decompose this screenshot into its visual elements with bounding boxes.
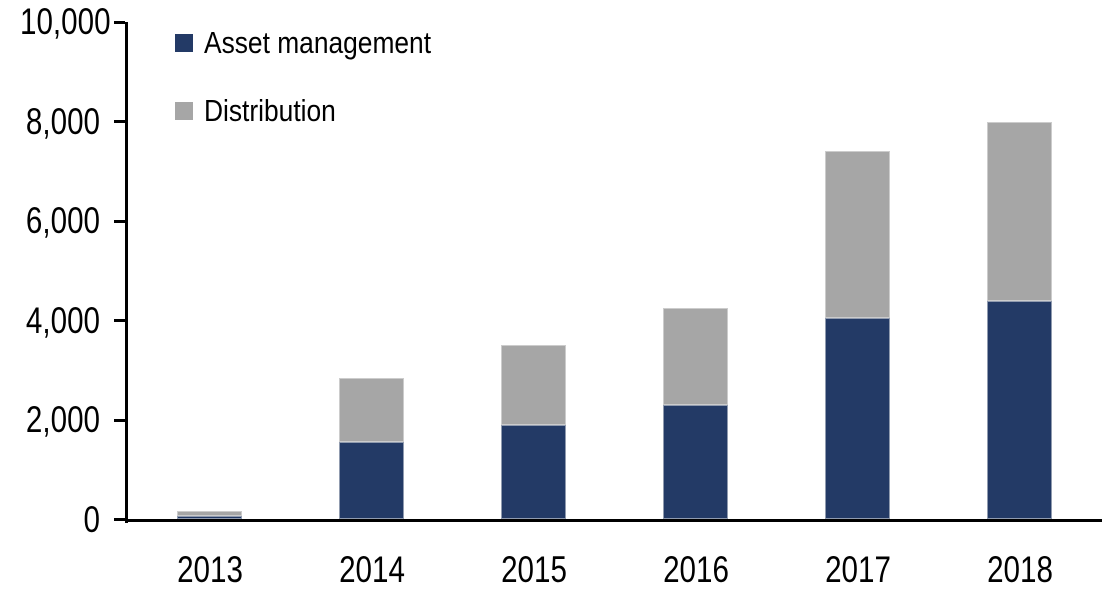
x-axis-line: [125, 518, 1102, 522]
y-tick-label-10-000: 10,000: [20, 1, 111, 42]
bar-2017-asset-management: [825, 318, 890, 520]
y-tick-mark-2-000: [114, 418, 125, 422]
x-tick-label-2016: 2016: [662, 549, 729, 590]
bar-2015-asset-management: [501, 424, 566, 520]
bar-2017-distribution: [825, 151, 890, 318]
x-tick-label-2015: 2015: [500, 549, 567, 590]
x-tick-label-2017: 2017: [824, 549, 891, 590]
bar-2018-distribution: [987, 121, 1052, 301]
legend-item-distribution: Distribution: [175, 93, 471, 128]
x-tick-label-2014: 2014: [338, 549, 405, 590]
y-tick-label-4-000: 4,000: [25, 299, 100, 341]
distribution-swatch-icon: [175, 102, 193, 120]
y-tick-label-8-000: 8,000: [25, 100, 100, 142]
bar-2013-asset-management: [177, 515, 242, 520]
y-tick-mark-4-000: [114, 319, 125, 322]
x-tick-label-2018: 2018: [986, 549, 1053, 590]
legend: Asset management Distribution: [175, 25, 471, 169]
bar-2014-asset-management: [339, 442, 404, 520]
bar-2015-distribution: [501, 345, 566, 425]
y-axis-line: [125, 22, 128, 523]
bar-2013-distribution: [177, 510, 242, 516]
y-tick-mark-8-000: [114, 120, 125, 123]
asset-management-swatch-icon: [175, 34, 193, 52]
bar-2016-distribution: [663, 308, 728, 406]
y-tick-label-0: 0: [83, 498, 100, 540]
x-tick-label-2013: 2013: [176, 549, 243, 590]
legend-label-distribution: Distribution: [204, 93, 336, 128]
bar-2014-distribution: [339, 377, 404, 443]
y-tick-mark-0: [114, 518, 125, 521]
bar-2018-asset-management: [987, 300, 1052, 520]
y-tick-mark-10-000: [114, 20, 125, 24]
y-tick-mark-6-000: [114, 219, 125, 223]
legend-label-asset-management: Asset management: [204, 25, 432, 60]
bar-2016-asset-management: [663, 405, 728, 520]
legend-item-asset-management: Asset management: [175, 25, 471, 60]
y-tick-label-6-000: 6,000: [25, 200, 100, 241]
y-tick-label-2-000: 2,000: [25, 399, 100, 440]
